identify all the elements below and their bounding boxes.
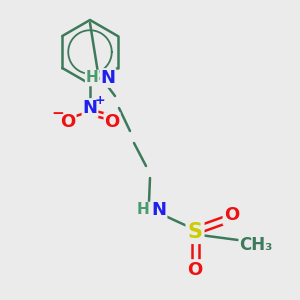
Text: O: O — [60, 113, 76, 131]
Text: S: S — [188, 222, 202, 242]
Text: CH₃: CH₃ — [239, 236, 273, 254]
Text: O: O — [188, 261, 202, 279]
Text: N: N — [152, 201, 166, 219]
Text: O: O — [224, 206, 240, 224]
Text: +: + — [95, 94, 105, 106]
Text: O: O — [104, 113, 120, 131]
Text: N: N — [100, 69, 116, 87]
Text: N: N — [82, 99, 98, 117]
Text: H: H — [85, 70, 98, 86]
Text: −: − — [52, 106, 64, 122]
Text: H: H — [136, 202, 149, 217]
